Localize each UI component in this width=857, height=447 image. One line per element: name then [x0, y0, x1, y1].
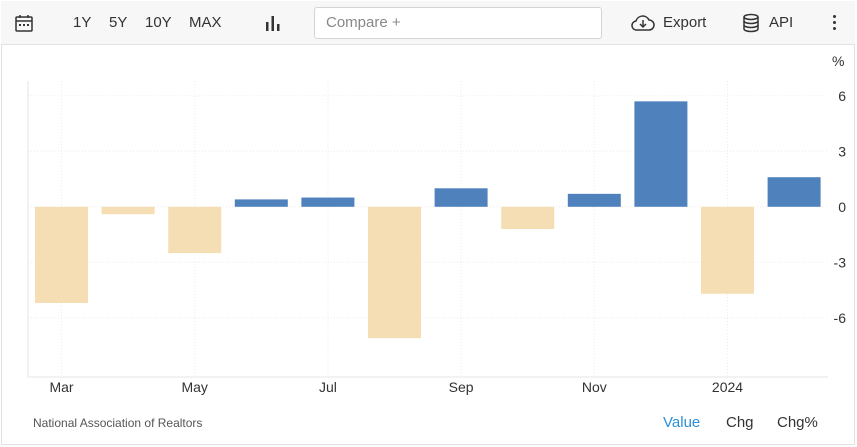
- x-tick-label: May: [181, 379, 207, 395]
- database-icon[interactable]: [742, 13, 760, 33]
- y-tick-label: -3: [834, 254, 847, 270]
- bar-2023-03[interactable]: [35, 206, 88, 303]
- range-10y-button[interactable]: 10Y: [145, 14, 172, 31]
- bar-2023-06[interactable]: [234, 199, 288, 207]
- api-button[interactable]: API: [769, 14, 794, 31]
- bar-2023-10[interactable]: [501, 206, 555, 229]
- chart-toolbar: 1Y 5Y 10Y MAX Compare + Export API: [1, 1, 855, 45]
- y-tick-label: 3: [838, 143, 846, 159]
- bar-2024-01[interactable]: [701, 206, 754, 294]
- chart-type-icon[interactable]: [265, 15, 281, 31]
- x-tick-label: 2024: [712, 379, 743, 395]
- y-tick-label: -6: [834, 310, 847, 326]
- y-axis-labels: 6 3 0 -3 -6: [834, 88, 847, 326]
- bar-chart: Mar May Jul Sep Nov 2024 6 3 0 -3 -6 %: [27, 53, 847, 395]
- bar-2023-05[interactable]: [168, 206, 222, 254]
- range-max-button[interactable]: MAX: [189, 14, 222, 31]
- unit-label: %: [832, 53, 844, 69]
- x-tick-label: Nov: [582, 379, 607, 395]
- bar-2024-02[interactable]: [767, 177, 821, 207]
- bar-2023-09[interactable]: [434, 188, 488, 207]
- bar-2023-07[interactable]: [301, 197, 355, 207]
- range-5y-button[interactable]: 5Y: [109, 14, 128, 31]
- x-tick-label: Jul: [319, 379, 337, 395]
- view-value-button[interactable]: Value: [663, 414, 701, 431]
- y-tick-label: 6: [838, 88, 846, 104]
- y-tick-label: 0: [838, 199, 846, 215]
- source-label: National Association of Realtors: [33, 416, 203, 430]
- bar-2023-08[interactable]: [368, 206, 421, 339]
- bar-2023-11[interactable]: [567, 193, 621, 207]
- x-tick-label: Mar: [49, 379, 73, 395]
- view-chg-button[interactable]: Chg: [726, 414, 754, 431]
- more-options-icon[interactable]: [833, 15, 837, 33]
- x-tick-label: Sep: [449, 379, 474, 395]
- chart-bars: [35, 101, 821, 339]
- bar-2023-12[interactable]: [634, 101, 688, 207]
- bar-2023-04[interactable]: [101, 206, 155, 215]
- cloud-download-icon[interactable]: [630, 13, 656, 33]
- export-button[interactable]: Export: [663, 14, 707, 31]
- x-axis-labels: Mar May Jul Sep Nov 2024: [49, 379, 743, 395]
- calendar-icon[interactable]: [14, 13, 34, 33]
- view-chg-pct-button[interactable]: Chg%: [777, 414, 818, 431]
- compare-input[interactable]: Compare +: [314, 7, 602, 39]
- range-1y-button[interactable]: 1Y: [73, 14, 92, 31]
